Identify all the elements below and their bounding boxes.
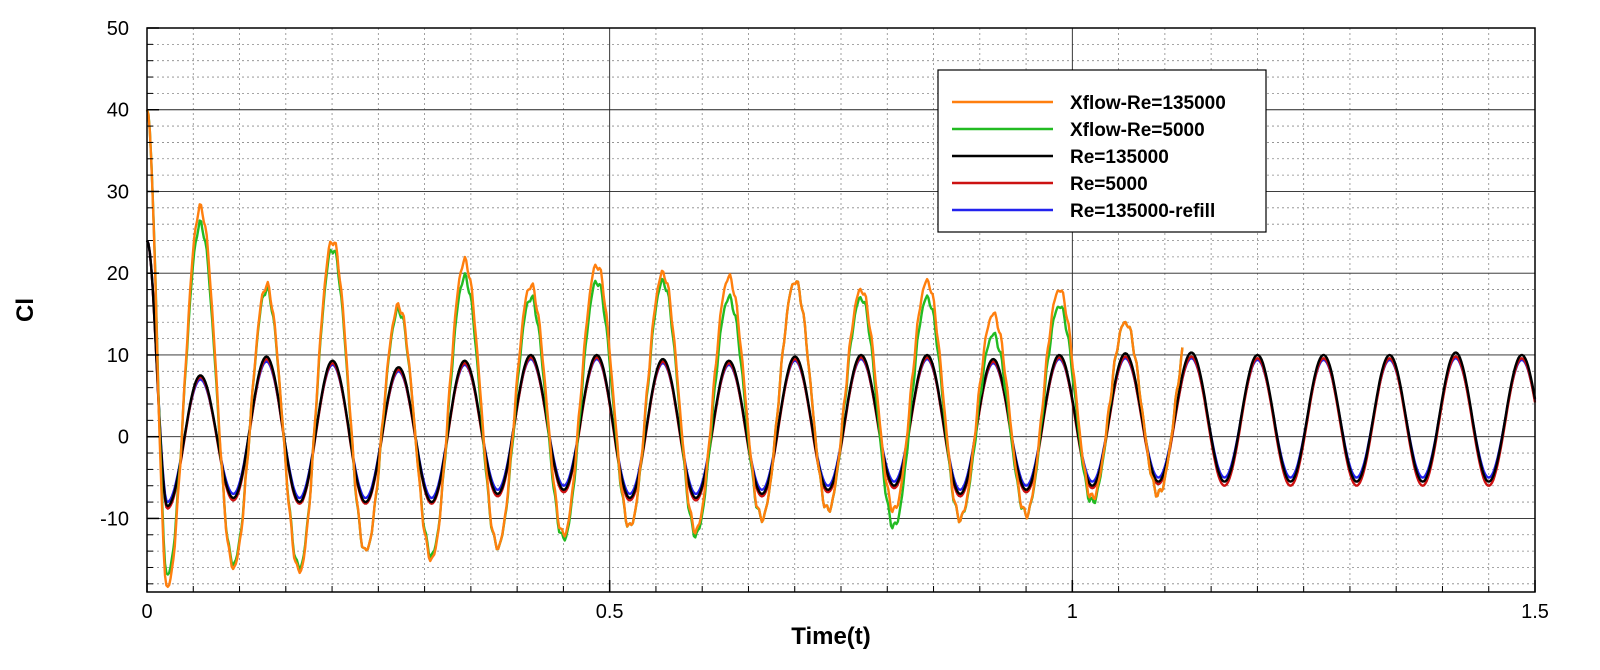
- y-tick-labels: -10 0 10 20 30 40 50: [100, 18, 129, 530]
- legend-label: Re=5000: [1070, 174, 1148, 195]
- series-layer: [145, 109, 1537, 588]
- x-tick-label: 0: [141, 601, 152, 623]
- legend-label: Xflow-Re=135000: [1070, 93, 1226, 114]
- y-axis-title: Cl: [12, 298, 39, 322]
- plot-frame: [146, 27, 1536, 593]
- y-tick-label: 50: [107, 18, 129, 40]
- x-tick-labels: 0 0.5 1 1.5: [141, 601, 1548, 623]
- legend: Xflow-Re=135000 Xflow-Re=5000 Re=135000 Re=…: [937, 69, 1267, 233]
- y-tick-label: 30: [107, 181, 129, 203]
- y-tick-label: -10: [100, 508, 129, 530]
- x-axis-title: Time(t): [791, 623, 871, 650]
- tick-marks: [146, 27, 1536, 592]
- legend-label: Re=135000-refill: [1070, 201, 1215, 222]
- y-tick-label: 0: [118, 427, 129, 449]
- x-tick-label: 1.5: [1521, 601, 1549, 623]
- y-tick-label: 40: [107, 100, 129, 122]
- legend-box: [937, 69, 1267, 233]
- x-tick-label: 0.5: [596, 601, 624, 623]
- minor-grid: [147, 28, 1535, 592]
- legend-label: Re=135000: [1070, 147, 1169, 168]
- x-tick-label: 1: [1067, 601, 1078, 623]
- y-tick-label: 20: [107, 263, 129, 285]
- series-line-xflow-re-135000: [145, 109, 1184, 588]
- y-tick-label: 10: [107, 345, 129, 367]
- major-grid: [146, 27, 1536, 592]
- legend-label: Xflow-Re=5000: [1070, 120, 1205, 141]
